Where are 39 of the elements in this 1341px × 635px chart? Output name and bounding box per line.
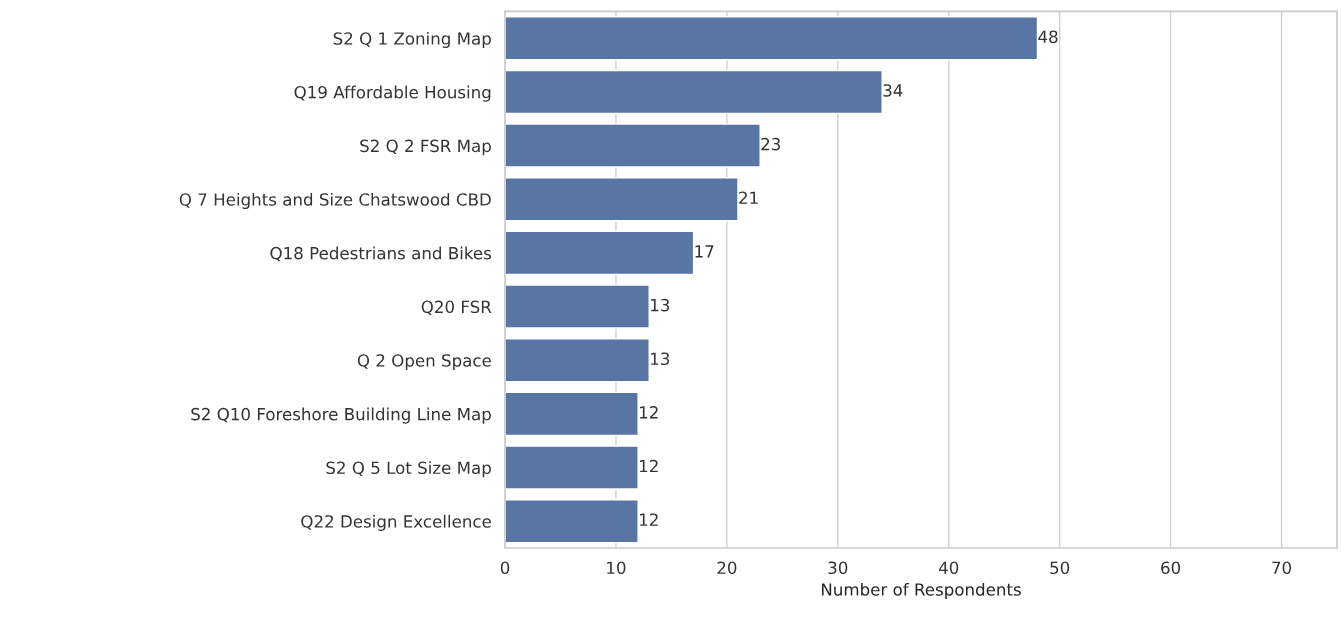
x-tick-label: 40 (938, 561, 959, 575)
data-label: 12 (639, 406, 658, 419)
y-tick-label: S2 Q10 Foreshore Building Line Map (191, 407, 491, 424)
bar (505, 69, 883, 115)
data-label: 34 (883, 84, 903, 97)
y-tick-label: Q22 Design Excellence (301, 514, 491, 531)
data-label: 23 (761, 137, 781, 151)
x-tick-label: 20 (717, 561, 737, 575)
data-label: 12 (639, 459, 658, 473)
y-tick-label: Q 7 Heights and Size Chatswood CBD (179, 192, 491, 210)
y-tick-label: Q20 FSR (421, 300, 492, 316)
x-tick-label: 10 (607, 561, 626, 575)
bar (505, 391, 639, 437)
x-axis-title: Number of Respondents (821, 582, 1021, 600)
bar (505, 284, 650, 329)
x-tick-label: 30 (828, 561, 848, 575)
y-tick-label: S2 Q 5 Lot Size Map (326, 461, 491, 478)
x-tick-label: 50 (1050, 561, 1070, 575)
bar (505, 177, 739, 222)
y-tick-label: Q18 Pedestrians and Bikes (270, 246, 492, 262)
x-tick-label: 0 (500, 561, 510, 575)
bar (505, 499, 639, 544)
y-tick-label: S2 Q 1 Zoning Map (333, 31, 491, 49)
data-label: 13 (651, 352, 670, 366)
y-tick-label: Q19 Affordable Housing (294, 85, 491, 102)
x-tick-label: 70 (1272, 561, 1292, 575)
data-label: 48 (1038, 30, 1058, 44)
bar (505, 230, 695, 276)
bar (505, 16, 1039, 61)
data-label: 21 (739, 191, 758, 204)
data-label: 17 (695, 245, 714, 258)
y-tick-label: S2 Q 2 FSR Map (360, 139, 491, 156)
data-label: 12 (639, 513, 658, 526)
data-label: 13 (651, 298, 670, 312)
bar (505, 445, 639, 490)
bar (505, 338, 650, 383)
bar (505, 123, 761, 168)
y-tick-label: Q 2 Open Space (357, 354, 491, 370)
x-tick-label: 60 (1161, 561, 1181, 575)
